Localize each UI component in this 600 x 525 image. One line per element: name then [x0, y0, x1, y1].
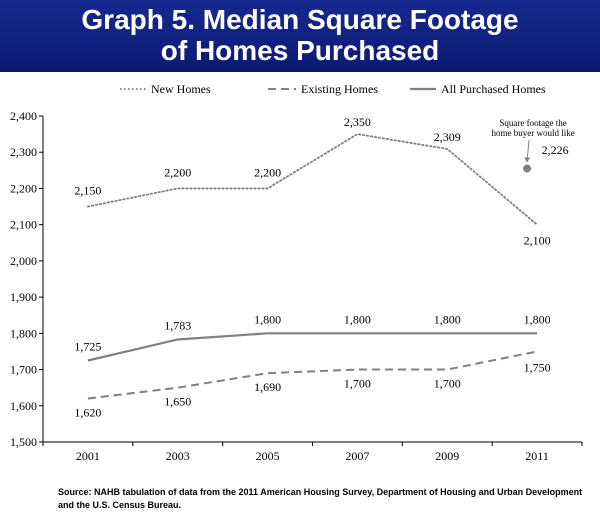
data-label-existing-homes: 1,750: [524, 360, 551, 374]
annotation-arrow-head: [524, 157, 531, 163]
data-label-all-purchased-homes: 1,800: [434, 312, 461, 326]
series-line-all-purchased-homes: [87, 332, 538, 362]
annotation-marker: [523, 164, 532, 173]
line-chart: 1,500 1,600 1,700 1,800 1,900 2,000 2,100 2,200…: [10, 82, 583, 463]
data-label-new-homes: 2,100: [524, 234, 551, 248]
x-tick-label: 2011: [525, 449, 549, 463]
data-label-all-purchased-homes: 1,800: [524, 312, 551, 326]
title-banner: Graph 5. Median Square Footage of Homes …: [0, 0, 600, 72]
x-tick-label: 2005: [256, 449, 280, 463]
y-tick-label: 1,600: [10, 399, 37, 413]
data-label-existing-homes: 1,700: [344, 377, 371, 391]
y-tick-label: 1,900: [10, 290, 37, 304]
legend-label-all-purchased-homes: All Purchased Homes: [441, 82, 546, 96]
y-tick-label: 2,000: [10, 254, 37, 268]
y-tick-label: 2,200: [10, 181, 37, 195]
y-tick-label: 1,500: [10, 435, 37, 449]
data-label-new-homes: 2,200: [254, 165, 281, 179]
x-tick-label: 2001: [76, 449, 100, 463]
y-tick-label: 2,300: [10, 145, 37, 159]
x-tick-label: 2007: [345, 449, 369, 463]
data-label-all-purchased-homes: 1,725: [74, 340, 101, 354]
title-line-1: Graph 5. Median Square Footage: [81, 4, 519, 35]
legend-label-existing-homes: Existing Homes: [301, 82, 378, 96]
source-note: Source: NAHB tabulation of data from the…: [58, 487, 583, 510]
y-tick-label: 1,800: [10, 326, 37, 340]
data-label-new-homes: 2,150: [74, 184, 101, 198]
data-label-existing-homes: 1,700: [434, 377, 461, 391]
annotation-value-label: 2,226: [542, 143, 569, 157]
data-label-new-homes: 2,200: [164, 165, 191, 179]
data-label-new-homes: 2,350: [344, 115, 371, 129]
annotation-text-line-2: home buyer would like: [491, 128, 574, 138]
x-tick-label: 2009: [435, 449, 459, 463]
data-label-all-purchased-homes: 1,800: [344, 312, 371, 326]
data-label-existing-homes: 1,620: [74, 406, 101, 420]
data-label-all-purchased-homes: 1,800: [254, 312, 281, 326]
series-line-existing-homes: [87, 350, 538, 400]
x-tick-label: 2003: [166, 449, 190, 463]
annotation-text-line-1: Square footage the: [499, 118, 566, 128]
data-label-existing-homes: 1,690: [254, 380, 281, 394]
data-label-new-homes: 2,309: [434, 130, 461, 144]
y-tick-label: 2,100: [10, 218, 37, 232]
y-tick-label: 2,400: [10, 109, 37, 123]
series-line-new-homes: [87, 133, 538, 226]
data-label-existing-homes: 1,650: [164, 395, 191, 409]
annotation-arrow-line: [526, 139, 530, 161]
legend-label-new-homes: New Homes: [151, 82, 211, 96]
title-line-2: of Homes Purchased: [160, 35, 440, 66]
data-label-all-purchased-homes: 1,783: [164, 318, 191, 332]
y-tick-label: 1,700: [10, 363, 37, 377]
